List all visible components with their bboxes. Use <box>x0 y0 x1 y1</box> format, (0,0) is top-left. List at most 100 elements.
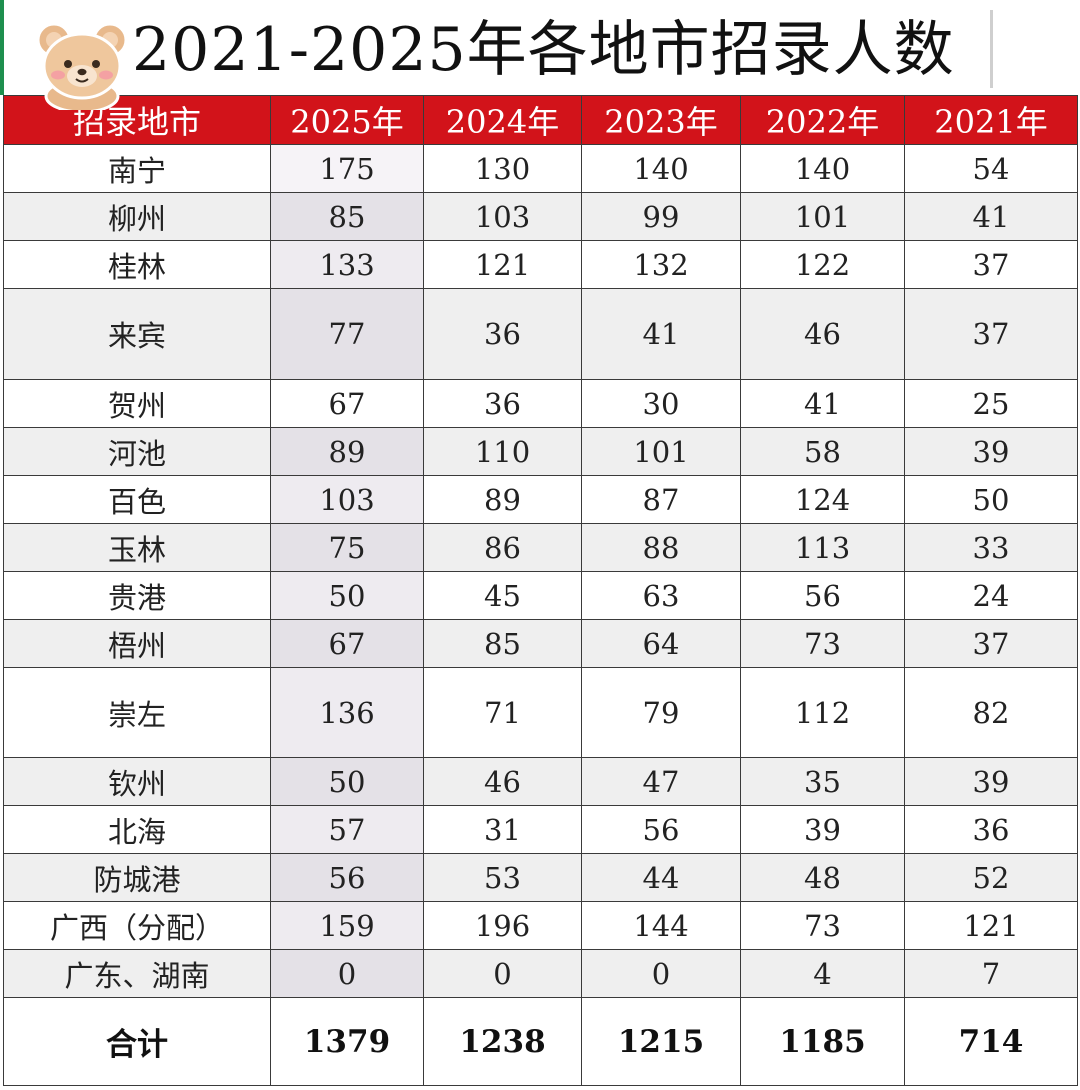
city-cell: 桂林 <box>3 240 271 289</box>
column-header-2022: 2022年 <box>740 95 905 145</box>
value-cell: 54 <box>904 144 1078 193</box>
value-cell: 39 <box>904 427 1078 476</box>
value-cell: 53 <box>423 853 582 902</box>
teddy-bear-sticker-icon <box>36 22 128 110</box>
value-cell: 121 <box>423 240 582 289</box>
value-cell: 73 <box>740 901 905 950</box>
table-header-row: 招录地市 2025年 2024年 2023年 2022年 2021年 <box>3 95 1078 145</box>
value-cell: 89 <box>270 427 424 476</box>
value-cell: 24 <box>904 571 1078 620</box>
value-cell: 133 <box>270 240 424 289</box>
city-cell: 来宾 <box>3 288 271 380</box>
title-bar: 2021-2025年各地市招录人数 <box>0 0 1080 95</box>
city-cell: 百色 <box>3 475 271 524</box>
value-cell: 67 <box>270 379 424 428</box>
value-cell: 87 <box>581 475 741 524</box>
value-cell: 103 <box>270 475 424 524</box>
value-cell: 89 <box>423 475 582 524</box>
page-title: 2021-2025年各地市招录人数 <box>132 15 955 85</box>
table-row: 梧州 67 85 64 73 37 <box>3 619 1078 668</box>
value-cell: 196 <box>423 901 582 950</box>
value-cell: 124 <box>740 475 905 524</box>
value-cell: 46 <box>423 757 582 806</box>
value-cell: 45 <box>423 571 582 620</box>
value-cell: 56 <box>581 805 741 854</box>
table-row: 贵港 50 45 63 56 24 <box>3 571 1078 620</box>
value-cell: 121 <box>904 901 1078 950</box>
table-row: 贺州 67 36 30 41 25 <box>3 379 1078 428</box>
value-cell: 140 <box>581 144 741 193</box>
value-cell: 101 <box>581 427 741 476</box>
city-cell: 南宁 <box>3 144 271 193</box>
value-cell: 140 <box>740 144 905 193</box>
column-divider <box>990 10 993 88</box>
value-cell: 50 <box>270 571 424 620</box>
column-header-2023: 2023年 <box>581 95 741 145</box>
value-cell: 112 <box>740 667 905 758</box>
city-cell: 北海 <box>3 805 271 854</box>
total-cell: 714 <box>904 997 1078 1086</box>
value-cell: 144 <box>581 901 741 950</box>
value-cell: 88 <box>581 523 741 572</box>
value-cell: 57 <box>270 805 424 854</box>
total-cell: 1238 <box>423 997 582 1086</box>
value-cell: 25 <box>904 379 1078 428</box>
value-cell: 44 <box>581 853 741 902</box>
value-cell: 103 <box>423 192 582 241</box>
value-cell: 136 <box>270 667 424 758</box>
value-cell: 110 <box>423 427 582 476</box>
city-cell: 柳州 <box>3 192 271 241</box>
value-cell: 41 <box>904 192 1078 241</box>
value-cell: 132 <box>581 240 741 289</box>
value-cell: 86 <box>423 523 582 572</box>
city-cell: 贵港 <box>3 571 271 620</box>
value-cell: 63 <box>581 571 741 620</box>
total-cell: 1215 <box>581 997 741 1086</box>
value-cell: 35 <box>740 757 905 806</box>
table-row: 来宾 77 36 41 46 37 <box>3 288 1078 380</box>
value-cell: 52 <box>904 853 1078 902</box>
city-cell: 钦州 <box>3 757 271 806</box>
value-cell: 79 <box>581 667 741 758</box>
value-cell: 73 <box>740 619 905 668</box>
value-cell: 175 <box>270 144 424 193</box>
value-cell: 0 <box>270 949 424 998</box>
value-cell: 67 <box>270 619 424 668</box>
value-cell: 37 <box>904 240 1078 289</box>
table-row: 南宁 175 130 140 140 54 <box>3 144 1078 193</box>
city-cell: 防城港 <box>3 853 271 902</box>
city-cell: 梧州 <box>3 619 271 668</box>
city-cell: 玉林 <box>3 523 271 572</box>
column-header-2025: 2025年 <box>270 95 424 145</box>
value-cell: 37 <box>904 288 1078 380</box>
city-cell: 广东、湖南 <box>3 949 271 998</box>
city-cell: 贺州 <box>3 379 271 428</box>
value-cell: 77 <box>270 288 424 380</box>
value-cell: 33 <box>904 523 1078 572</box>
value-cell: 39 <box>904 757 1078 806</box>
value-cell: 82 <box>904 667 1078 758</box>
value-cell: 130 <box>423 144 582 193</box>
table-row: 桂林 133 121 132 122 37 <box>3 240 1078 289</box>
table-row: 柳州 85 103 99 101 41 <box>3 192 1078 241</box>
total-label: 合计 <box>3 997 271 1086</box>
value-cell: 41 <box>740 379 905 428</box>
value-cell: 41 <box>581 288 741 380</box>
value-cell: 46 <box>740 288 905 380</box>
value-cell: 47 <box>581 757 741 806</box>
column-header-2024: 2024年 <box>423 95 582 145</box>
city-cell: 崇左 <box>3 667 271 758</box>
table-row: 崇左 136 71 79 112 82 <box>3 667 1078 758</box>
value-cell: 0 <box>581 949 741 998</box>
table-row: 百色 103 89 87 124 50 <box>3 475 1078 524</box>
value-cell: 7 <box>904 949 1078 998</box>
value-cell: 39 <box>740 805 905 854</box>
column-header-2021: 2021年 <box>904 95 1078 145</box>
value-cell: 75 <box>270 523 424 572</box>
value-cell: 48 <box>740 853 905 902</box>
value-cell: 99 <box>581 192 741 241</box>
table-row: 玉林 75 86 88 113 33 <box>3 523 1078 572</box>
value-cell: 4 <box>740 949 905 998</box>
value-cell: 31 <box>423 805 582 854</box>
window-edge-accent <box>0 0 4 95</box>
